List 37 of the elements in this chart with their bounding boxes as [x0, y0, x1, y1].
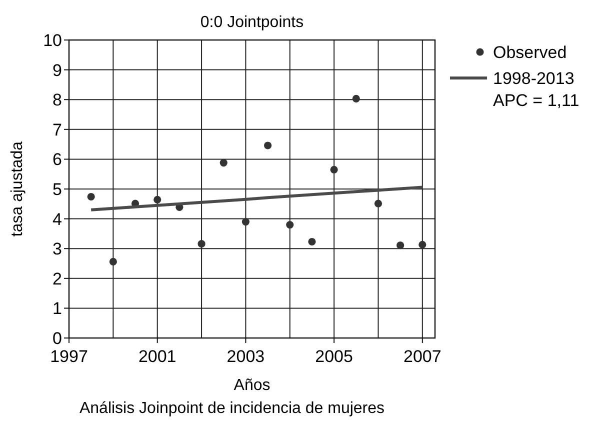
- point: [198, 240, 206, 248]
- x-tick-label: 2007: [403, 347, 442, 366]
- point: [308, 238, 316, 246]
- y-tick-label: 7: [52, 120, 62, 140]
- y-tick-label: 8: [52, 90, 62, 110]
- y-tick-label: 6: [52, 150, 62, 170]
- x-tick-label: 2003: [226, 347, 265, 366]
- chart-title: 0:0 Jointpoints: [200, 14, 304, 31]
- x-tick-label: 2001: [138, 347, 176, 366]
- point: [286, 220, 294, 229]
- point: [242, 218, 250, 226]
- point: [352, 94, 360, 103]
- y-tick-label: 1: [52, 299, 62, 318]
- y-axis-title: tasa ajustada: [9, 141, 26, 237]
- y-tick-label: 9: [52, 60, 62, 80]
- text: Análisis Joinpoint de incidencia de mujeres: [79, 400, 385, 417]
- line-series: [90, 186, 424, 212]
- y-tick-label: 3: [52, 240, 62, 259]
- point: [220, 158, 228, 167]
- point: [374, 200, 382, 208]
- point: [109, 258, 117, 266]
- y-tick-label: 10: [43, 30, 62, 50]
- point: [330, 166, 338, 174]
- point: [396, 242, 404, 250]
- legend-label: 1998-2013 APC = 1,11: [493, 68, 580, 110]
- y-tick-label: 5: [52, 180, 62, 199]
- legend-label: Observed: [493, 42, 567, 62]
- point: [418, 240, 426, 249]
- x-tick-label: 2005: [315, 347, 353, 366]
- point: [87, 192, 95, 201]
- x-axis-title: Años: [234, 377, 270, 394]
- point: [154, 196, 162, 204]
- y-tick-label: 0: [52, 328, 62, 348]
- y-tick-label: 2: [52, 269, 62, 288]
- y-tick-label: 4: [52, 210, 62, 229]
- x-tick-label: 1997: [50, 347, 88, 366]
- point: [264, 142, 272, 150]
